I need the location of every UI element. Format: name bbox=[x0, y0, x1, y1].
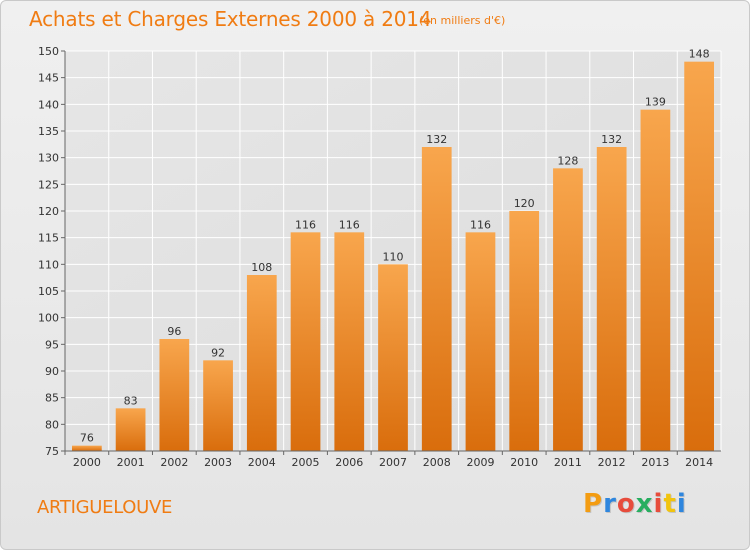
data-label: 132 bbox=[426, 133, 447, 146]
x-tick-label: 2014 bbox=[685, 456, 713, 469]
bar bbox=[465, 232, 496, 451]
data-label: 110 bbox=[383, 250, 404, 263]
data-label: 132 bbox=[601, 133, 622, 146]
logo-letter: i bbox=[676, 489, 687, 519]
x-tick-label: 2001 bbox=[117, 456, 145, 469]
logo-letter: r bbox=[603, 489, 617, 519]
y-tick-label: 95 bbox=[45, 338, 59, 351]
y-tick-label: 125 bbox=[38, 178, 59, 191]
data-label: 96 bbox=[167, 325, 181, 338]
chart-title: Achats et Charges Externes 2000 à 2014 bbox=[29, 7, 432, 31]
y-tick-label: 85 bbox=[45, 392, 59, 405]
y-tick-label: 145 bbox=[38, 72, 59, 85]
data-label: 83 bbox=[124, 394, 138, 407]
x-tick-label: 2012 bbox=[598, 456, 626, 469]
bar bbox=[71, 445, 102, 451]
bar bbox=[115, 408, 146, 451]
data-label: 116 bbox=[470, 218, 491, 231]
x-tick-label: 2009 bbox=[466, 456, 494, 469]
y-tick-label: 105 bbox=[38, 285, 59, 298]
data-label: 148 bbox=[689, 48, 710, 61]
x-tick-label: 2007 bbox=[379, 456, 407, 469]
y-tick-label: 115 bbox=[38, 232, 59, 245]
bar bbox=[509, 211, 540, 451]
data-label: 120 bbox=[514, 197, 535, 210]
x-tick-label: 2013 bbox=[641, 456, 669, 469]
proxiti-logo: Proxiti bbox=[583, 489, 687, 519]
y-tick-label: 130 bbox=[38, 152, 59, 165]
y-tick-label: 75 bbox=[45, 445, 59, 458]
x-tick-label: 2010 bbox=[510, 456, 538, 469]
x-tick-label: 2000 bbox=[73, 456, 101, 469]
y-tick-label: 110 bbox=[38, 258, 59, 271]
y-tick-label: 80 bbox=[45, 418, 59, 431]
bar bbox=[421, 147, 452, 451]
data-label: 116 bbox=[339, 218, 360, 231]
x-tick-label: 2002 bbox=[160, 456, 188, 469]
bar bbox=[203, 360, 233, 451]
x-tick-label: 2004 bbox=[248, 456, 276, 469]
data-label: 108 bbox=[251, 261, 272, 274]
data-label: 92 bbox=[211, 346, 225, 359]
logo-letter: i bbox=[653, 489, 664, 519]
data-label: 116 bbox=[295, 218, 316, 231]
logo-letter: P bbox=[583, 489, 604, 519]
y-tick-label: 140 bbox=[38, 98, 59, 111]
bar bbox=[684, 61, 715, 452]
y-tick-label: 135 bbox=[38, 125, 59, 138]
y-tick-label: 150 bbox=[38, 45, 59, 58]
bar bbox=[290, 232, 321, 451]
y-tick-label: 90 bbox=[45, 365, 59, 378]
logo-letter: t bbox=[663, 489, 677, 519]
x-tick-label: 2011 bbox=[554, 456, 582, 469]
bar bbox=[640, 109, 671, 452]
bar bbox=[159, 339, 190, 451]
commune-name: ARTIGUELOUVE bbox=[37, 497, 173, 518]
bar bbox=[553, 168, 583, 452]
bar bbox=[378, 264, 408, 451]
logo-letter: o bbox=[616, 489, 636, 519]
y-tick-label: 100 bbox=[38, 312, 59, 325]
x-tick-label: 2005 bbox=[292, 456, 320, 469]
x-tick-label: 2008 bbox=[423, 456, 451, 469]
chart-unit-subtitle: (en milliers d'€) bbox=[419, 14, 506, 27]
data-label: 139 bbox=[645, 96, 666, 109]
bar bbox=[246, 275, 277, 451]
bar bbox=[596, 147, 627, 451]
data-label: 128 bbox=[557, 154, 578, 167]
y-tick-label: 120 bbox=[38, 205, 59, 218]
bar bbox=[334, 232, 365, 451]
x-tick-label: 2003 bbox=[204, 456, 232, 469]
data-label: 76 bbox=[80, 432, 94, 445]
x-tick-label: 2006 bbox=[335, 456, 363, 469]
logo-letter: x bbox=[635, 489, 654, 519]
